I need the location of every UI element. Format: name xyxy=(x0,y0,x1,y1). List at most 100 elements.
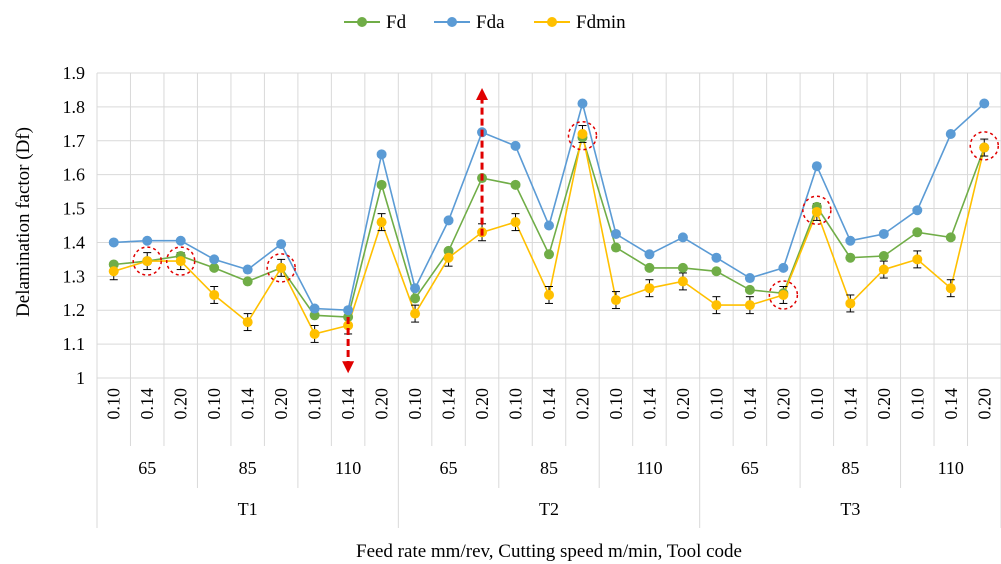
y-tick-label: 1.3 xyxy=(63,266,86,286)
point-fdmin xyxy=(443,252,454,263)
annotations xyxy=(132,87,1000,374)
cutting-speed-label: 65 xyxy=(440,458,458,478)
point-fda xyxy=(142,235,153,246)
point-fda xyxy=(811,161,822,172)
point-fdmin xyxy=(610,295,621,306)
x-axis-title: Feed rate mm/rev, Cutting speed m/min, T… xyxy=(356,541,742,562)
legend-item-fdmin: Fdmin xyxy=(534,12,626,33)
series xyxy=(108,98,990,343)
point-fda xyxy=(175,235,186,246)
point-fdmin xyxy=(644,283,655,294)
point-fda xyxy=(376,149,387,160)
feed-rate-label: 0.10 xyxy=(104,388,124,420)
point-fdmin xyxy=(878,264,889,275)
feed-rate-label: 0.14 xyxy=(137,388,157,420)
highlight-circle xyxy=(768,280,799,310)
y-tick-label: 1.8 xyxy=(63,97,86,117)
point-fd xyxy=(945,232,956,243)
highlight-circle xyxy=(266,253,296,283)
y-tick-label: 1.4 xyxy=(63,232,86,252)
feed-rate-label: 0.10 xyxy=(305,388,325,420)
legend-item-fd: Fd xyxy=(344,12,407,33)
point-fdmin xyxy=(945,283,956,294)
point-fda xyxy=(343,305,354,316)
feed-rate-label: 0.20 xyxy=(572,388,592,420)
feed-rate-label: 0.14 xyxy=(338,388,358,420)
point-fdmin xyxy=(677,276,688,287)
point-fdmin xyxy=(811,206,822,217)
y-tick-label: 1.6 xyxy=(63,165,86,185)
point-fd xyxy=(209,262,220,273)
feed-rate-label: 0.20 xyxy=(171,388,191,420)
y-axis-title: Delamination factor (Df) xyxy=(13,127,34,317)
point-fda xyxy=(577,98,588,109)
point-fda xyxy=(610,228,621,239)
point-fd xyxy=(677,262,688,273)
point-fd xyxy=(912,227,923,238)
feed-rate-label: 0.10 xyxy=(807,388,827,420)
feed-rate-label: 0.10 xyxy=(606,388,626,420)
feed-rate-label: 0.10 xyxy=(907,388,927,420)
highlight-circle xyxy=(567,120,598,151)
y-tick-label: 1.9 xyxy=(63,63,86,83)
point-fda xyxy=(443,215,454,226)
legend-swatch-marker-fdmin xyxy=(547,17,557,27)
feed-rate-label: 0.10 xyxy=(506,388,526,420)
point-fdmin xyxy=(276,262,287,273)
highlight-circle xyxy=(969,131,1000,161)
legend-swatch-marker-fd xyxy=(357,17,367,27)
point-fd xyxy=(644,262,655,273)
y-tick-label: 1.5 xyxy=(63,199,86,219)
feed-rate-label: 0.20 xyxy=(773,388,793,420)
point-fdmin xyxy=(410,308,421,319)
y-tick-label: 1 xyxy=(76,368,85,388)
legend-swatch-marker-fda xyxy=(447,17,457,27)
point-fda xyxy=(744,273,755,284)
point-fda xyxy=(242,264,253,275)
point-fdmin xyxy=(309,328,320,339)
feed-rate-label: 0.14 xyxy=(941,388,961,420)
point-fda xyxy=(510,140,521,151)
legend-label-fdmin: Fdmin xyxy=(576,12,626,33)
highlight-circle xyxy=(165,246,196,276)
feed-rate-label: 0.20 xyxy=(874,388,894,420)
point-fd xyxy=(711,266,722,277)
feed-rate-label: 0.10 xyxy=(405,388,425,420)
tool-code-label: T3 xyxy=(840,499,860,519)
point-fdmin xyxy=(142,256,153,267)
point-fdmin xyxy=(242,317,253,328)
tool-code-label: T1 xyxy=(238,499,258,519)
point-fda xyxy=(845,235,856,246)
point-fda xyxy=(209,254,220,265)
legend: Fd Fda Fdmin xyxy=(344,12,626,33)
feed-rate-label: 0.14 xyxy=(539,388,559,420)
feed-rate-label: 0.20 xyxy=(974,388,994,420)
feed-rate-label: 0.20 xyxy=(673,388,693,420)
feed-rate-label: 0.10 xyxy=(204,388,224,420)
point-fda xyxy=(979,98,990,109)
point-fda xyxy=(778,262,789,273)
point-fda xyxy=(276,239,287,250)
point-fda xyxy=(644,249,655,260)
point-fdmin xyxy=(744,300,755,311)
cutting-speed-label: 65 xyxy=(741,458,759,478)
point-fd xyxy=(845,252,856,263)
point-fdmin xyxy=(108,266,119,277)
legend-label-fd: Fd xyxy=(386,12,407,33)
point-fda xyxy=(677,232,688,243)
point-fdmin xyxy=(343,320,354,331)
feed-rate-label: 0.14 xyxy=(740,388,760,420)
point-fdmin xyxy=(845,298,856,309)
point-fda xyxy=(945,129,956,139)
legend-label-fda: Fda xyxy=(476,12,505,33)
y-tick-label: 1.7 xyxy=(63,131,86,151)
point-fdmin xyxy=(376,217,387,228)
highlight-circle xyxy=(132,246,162,276)
feed-rate-label: 0.14 xyxy=(840,388,860,420)
tool-code-label: T2 xyxy=(539,499,559,519)
point-fd xyxy=(242,276,253,287)
point-fda xyxy=(711,252,722,263)
arrow-head xyxy=(342,361,355,374)
point-fda xyxy=(878,228,889,239)
